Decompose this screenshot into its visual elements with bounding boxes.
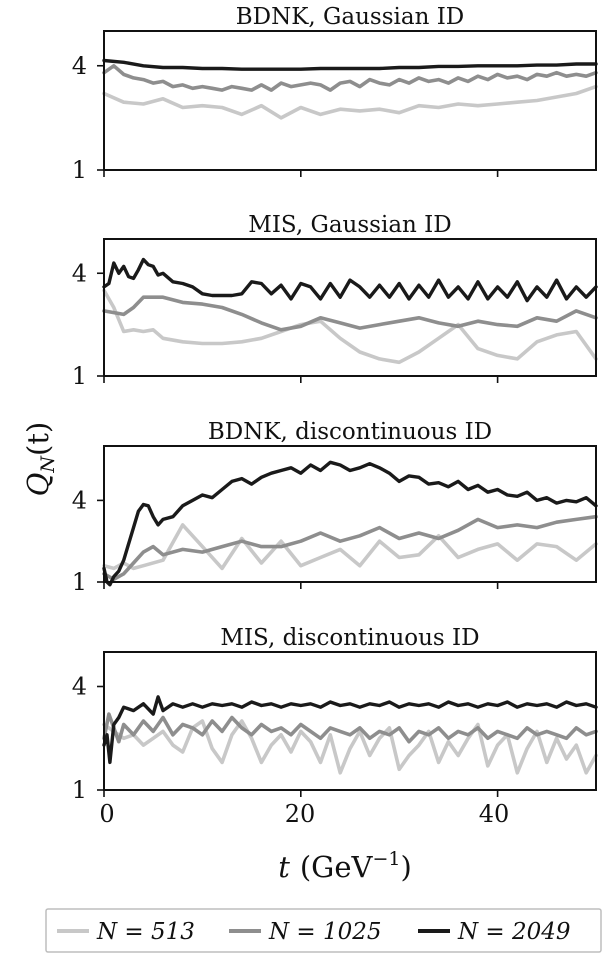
series-line-n2049 bbox=[102, 695, 598, 765]
y-tick-label-mis-gaussian-1: 1 bbox=[72, 362, 87, 390]
axes-frame bbox=[103, 445, 597, 583]
panel-title-mis-discontinuous: MIS, discontinuous ID bbox=[220, 625, 479, 651]
series-line-n1025 bbox=[102, 295, 598, 332]
axes-frame bbox=[103, 30, 597, 171]
y-tick-label-bdnk-discontinuous-4: 4 bbox=[72, 486, 87, 514]
legend-box bbox=[45, 908, 602, 953]
series-line-n1025 bbox=[102, 64, 598, 92]
panel-mis-discontinuous: MIS, discontinuous ID 4 1 bbox=[72, 625, 598, 804]
legend-label-513: N = 513 bbox=[96, 919, 195, 945]
series-line-n513 bbox=[102, 84, 598, 120]
x-tick-label-0: 0 bbox=[99, 800, 114, 828]
y-axis-label-sub: N bbox=[37, 455, 59, 474]
series-line-n1025 bbox=[102, 514, 598, 582]
x-axis-label: t (GeV−1) bbox=[278, 848, 412, 884]
x-axis-label-unit: (GeV bbox=[300, 850, 374, 884]
series-line-n2049 bbox=[102, 460, 598, 587]
x-tick-label-20: 20 bbox=[285, 800, 316, 828]
panel-bdnk-gaussian: BDNK, Gaussian ID 4 1 bbox=[72, 4, 598, 184]
y-tick-label-mis-gaussian-4: 4 bbox=[72, 259, 87, 287]
series-line-n1025 bbox=[102, 712, 598, 744]
series-line-n513 bbox=[102, 288, 598, 365]
panel-title-mis-gaussian: MIS, Gaussian ID bbox=[248, 212, 451, 238]
y-axis-label-main: Q bbox=[21, 473, 55, 497]
panel-bdnk-discontinuous: BDNK, discontinuous ID 4 1 bbox=[72, 419, 598, 596]
y-tick-label-mis-discontinuous-4: 4 bbox=[72, 673, 87, 701]
series-line-n513 bbox=[102, 719, 598, 775]
legend: N = 513 N = 1025 N = 2049 bbox=[45, 908, 602, 953]
panel-title-bdnk-gaussian: BDNK, Gaussian ID bbox=[236, 4, 465, 30]
series-line-n2049 bbox=[102, 58, 598, 71]
axes-frame bbox=[103, 651, 597, 791]
x-axis-label-var: t bbox=[278, 850, 290, 884]
x-axis-ticklabels: 0 20 40 bbox=[99, 800, 509, 828]
y-axis-label: QN(t) bbox=[21, 422, 59, 497]
y-tick-label-bdnk-gaussian-1: 1 bbox=[72, 156, 87, 184]
y-axis-label-tail: (t) bbox=[21, 422, 55, 456]
x-axis-label-exp: −1 bbox=[372, 848, 400, 870]
legend-label-1025: N = 1025 bbox=[268, 919, 382, 945]
series-line-n2049 bbox=[102, 257, 598, 303]
axes-frame bbox=[103, 238, 597, 377]
series-line-n513 bbox=[102, 523, 598, 571]
panel-mis-gaussian: MIS, Gaussian ID 4 1 bbox=[72, 212, 598, 390]
x-tick-label-40: 40 bbox=[479, 800, 510, 828]
legend-label-2049: N = 2049 bbox=[457, 919, 571, 945]
y-tick-label-mis-discontinuous-1: 1 bbox=[72, 776, 87, 804]
y-tick-label-bdnk-discontinuous-1: 1 bbox=[72, 568, 87, 596]
panel-title-bdnk-discontinuous: BDNK, discontinuous ID bbox=[208, 419, 492, 445]
x-axis-label-close: ) bbox=[400, 850, 411, 884]
y-tick-label-bdnk-gaussian-4: 4 bbox=[72, 52, 87, 80]
